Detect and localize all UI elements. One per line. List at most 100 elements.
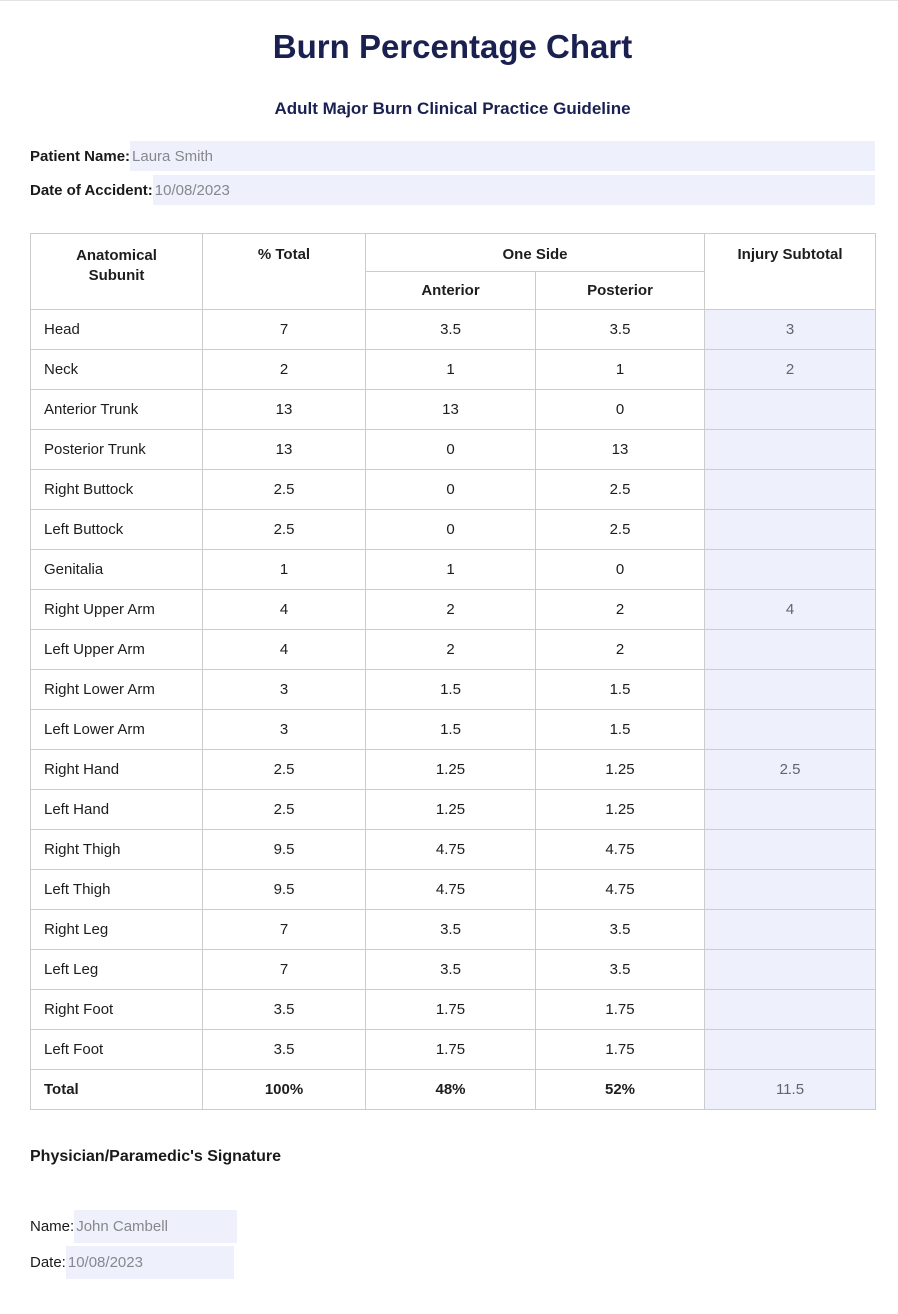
cell-injury-subtotal[interactable] [704,509,876,550]
cell-anterior: 2 [365,589,536,630]
table-row: Left Hand 2.5 1.25 1.25 [30,789,876,830]
cell-injury-subtotal[interactable] [704,829,876,870]
page-title: Burn Percentage Chart [272,28,633,65]
signature-section: Name: John Cambell Date: 10/08/2023 [30,1210,875,1279]
cell-injury-subtotal[interactable]: 2 [704,349,876,390]
cell-injury-subtotal[interactable] [704,469,876,510]
accident-date-row: Date of Accident: 10/08/2023 [30,175,875,205]
cell-injury-subtotal[interactable]: 2.5 [704,749,876,790]
cell-percent-total: 3.5 [202,989,366,1030]
table-row: Left Upper Arm 4 2 2 [30,629,876,670]
cell-posterior: 1.5 [535,709,705,750]
cell-subunit: Right Leg [30,909,203,950]
cell-posterior: 1.75 [535,1029,705,1070]
cell-subunit: Genitalia [30,549,203,590]
cell-subunit: Head [30,309,203,350]
cell-subunit: Neck [30,349,203,390]
cell-posterior: 3.5 [535,909,705,950]
cell-anterior: 1.5 [365,669,536,710]
total-label-cell: Total [30,1069,203,1110]
cell-injury-subtotal[interactable] [704,629,876,670]
cell-anterior: 3.5 [365,309,536,350]
table-total-row: Total 100% 48% 52% 11.5 [30,1069,876,1110]
header-anatomical-subunit-label: Anatomical Subunit [76,247,157,284]
cell-percent-total: 3 [202,709,366,750]
header-posterior: Posterior [535,271,705,310]
cell-injury-subtotal[interactable] [704,989,876,1030]
cell-subunit: Left Lower Arm [30,709,203,750]
cell-posterior: 1.25 [535,789,705,830]
cell-posterior: 1 [535,349,705,390]
cell-percent-total: 2 [202,349,366,390]
cell-percent-total: 7 [202,309,366,350]
total-subtotal-cell[interactable]: 11.5 [704,1069,876,1110]
header-anterior: Anterior [365,271,536,310]
cell-injury-subtotal[interactable] [704,549,876,590]
cell-subunit: Right Thigh [30,829,203,870]
cell-posterior: 2 [535,589,705,630]
cell-percent-total: 9.5 [202,869,366,910]
table-row: Left Leg 7 3.5 3.5 [30,949,876,990]
table-row: Head 7 3.5 3.5 3 [30,309,876,350]
total-anterior-cell: 48% [365,1069,536,1110]
cell-posterior: 13 [535,429,705,470]
cell-injury-subtotal[interactable] [704,789,876,830]
patient-name-row: Patient Name: Laura Smith [30,141,875,171]
table-row: Right Thigh 9.5 4.75 4.75 [30,829,876,870]
cell-anterior: 1.25 [365,749,536,790]
cell-percent-total: 9.5 [202,829,366,870]
cell-subunit: Posterior Trunk [30,429,203,470]
cell-posterior: 1.5 [535,669,705,710]
cell-injury-subtotal[interactable] [704,869,876,910]
cell-injury-subtotal[interactable]: 4 [704,589,876,630]
cell-anterior: 2 [365,629,536,670]
table-row: Left Lower Arm 3 1.5 1.5 [30,709,876,750]
cell-subunit: Left Hand [30,789,203,830]
signature-date-field[interactable]: 10/08/2023 [65,1246,234,1279]
total-posterior-cell: 52% [535,1069,705,1110]
cell-anterior: 3.5 [365,949,536,990]
cell-subunit: Right Foot [30,989,203,1030]
signature-name-field[interactable]: John Cambell [74,1210,238,1243]
cell-injury-subtotal[interactable] [704,389,876,430]
cell-posterior: 3.5 [535,309,705,350]
cell-injury-subtotal[interactable] [704,909,876,950]
accident-date-label: Date of Accident: [30,181,153,199]
cell-subunit: Right Hand [30,749,203,790]
cell-posterior: 2 [535,629,705,670]
cell-injury-subtotal[interactable] [704,1029,876,1070]
cell-subunit: Left Thigh [30,869,203,910]
table-row: Right Lower Arm 3 1.5 1.5 [30,669,876,710]
header-anatomical-subunit: Anatomical Subunit [30,233,203,310]
cell-percent-total: 1 [202,549,366,590]
cell-injury-subtotal[interactable] [704,669,876,710]
accident-date-field[interactable]: 10/08/2023 [152,175,875,205]
cell-posterior: 3.5 [535,949,705,990]
header-one-side: One Side [365,233,705,272]
cell-anterior: 13 [365,389,536,430]
patient-name-field[interactable]: Laura Smith [130,141,875,171]
cell-injury-subtotal[interactable] [704,949,876,990]
cell-anterior: 1.5 [365,709,536,750]
cell-anterior: 1 [365,349,536,390]
header-injury-subtotal: Injury Subtotal [704,233,876,310]
cell-posterior: 1.75 [535,989,705,1030]
cell-percent-total: 13 [202,429,366,470]
cell-anterior: 0 [365,509,536,550]
cell-percent-total: 2.5 [202,789,366,830]
table-row: Anterior Trunk 13 13 0 [30,389,876,430]
signature-section-heading: Physician/Paramedic's Signature [30,1148,282,1165]
cell-anterior: 0 [365,429,536,470]
cell-percent-total: 2.5 [202,749,366,790]
table-subheader-row: Anterior Posterior [31,271,876,310]
cell-injury-subtotal[interactable] [704,709,876,750]
cell-subunit: Left Leg [30,949,203,990]
cell-injury-subtotal[interactable] [704,429,876,470]
cell-subunit: Right Upper Arm [30,589,203,630]
cell-injury-subtotal[interactable]: 3 [704,309,876,350]
page-subtitle: Adult Major Burn Clinical Practice Guide… [274,99,631,118]
total-percent-cell: 100% [202,1069,366,1110]
table-row: Right Hand 2.5 1.25 1.25 2.5 [30,749,876,790]
cell-subunit: Right Lower Arm [30,669,203,710]
cell-posterior: 0 [535,549,705,590]
